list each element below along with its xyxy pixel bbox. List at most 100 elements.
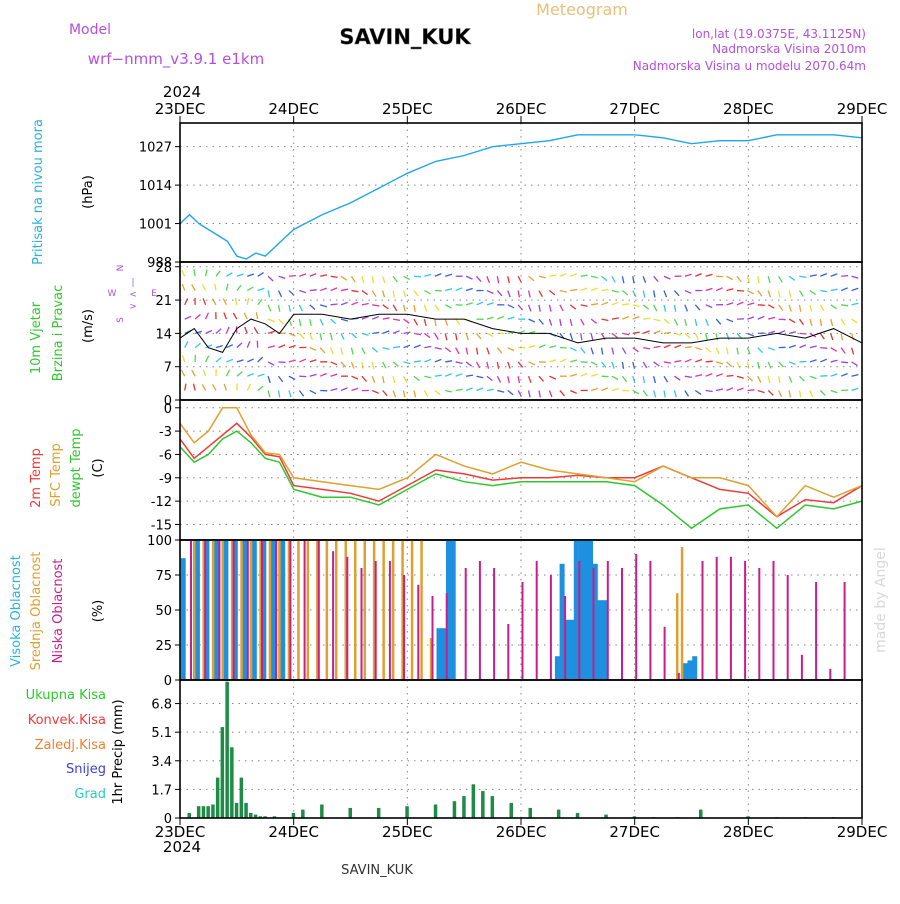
cloud-low-bar xyxy=(493,568,495,680)
temp-2m-ylabel: 2m Temp xyxy=(29,448,44,508)
cloud-high-bar xyxy=(574,540,579,680)
clouds-ytick-label: 75 xyxy=(155,569,172,584)
precip-bar xyxy=(301,810,305,818)
cloud-low-bar xyxy=(621,568,623,680)
precip-bar xyxy=(225,682,229,818)
pressure-ytick-label: 1027 xyxy=(139,141,172,156)
precip-legend-freezing: Zaledj.Kisa xyxy=(35,738,106,753)
cloud-mid-bar xyxy=(326,540,329,680)
footer-station-label: SAVIN_KUK xyxy=(341,863,413,878)
cloud-high-bar xyxy=(583,540,588,680)
precip-legend-convective: Konvek.Kisa xyxy=(28,713,106,728)
cloud-low-bar xyxy=(730,557,732,680)
cloud-low-bar xyxy=(702,561,704,680)
precip-legend-snow: Snijeg xyxy=(66,762,106,777)
cloud-mid-bar xyxy=(297,540,300,680)
precip-bar xyxy=(197,806,201,818)
precipitation-ytick-label: 1.7 xyxy=(151,783,172,798)
cloud-high-bar xyxy=(692,656,697,680)
model-altitude-label: Nadmorska Visina u modelu 2070.64m xyxy=(633,59,866,73)
cloud-high-bar xyxy=(683,663,688,680)
cloud-high-bar xyxy=(252,540,257,680)
cloud-low-bar xyxy=(787,575,789,680)
cloud-low-bar xyxy=(744,561,746,680)
cloud-low-bar xyxy=(829,669,831,680)
clouds-ytick-label: 50 xyxy=(155,604,172,619)
precip-bar xyxy=(405,806,409,818)
cloud-low-bar xyxy=(289,540,291,680)
cloud-mid-bar xyxy=(193,540,196,680)
temp-dewpt-ylabel: dewpt Temp xyxy=(69,428,84,507)
wind-unit-label: (m/s) xyxy=(81,309,96,343)
cloud-low-bar xyxy=(261,540,263,680)
wind-barb xyxy=(820,348,827,349)
cloud-low-bar xyxy=(664,627,666,680)
meteogram-label: Meteogram xyxy=(536,0,628,19)
cloud-high-bar xyxy=(280,540,285,680)
cloud-low-bar xyxy=(465,568,467,680)
pressure-unit-label: (hPa) xyxy=(81,175,96,209)
wind-barb xyxy=(331,304,338,305)
precipitation-ytick-label: 6.8 xyxy=(151,698,172,713)
cloud-mid-bar xyxy=(269,540,272,680)
cloud-mid-bar xyxy=(221,540,224,680)
cloud-low-bar xyxy=(190,540,192,680)
wind-ytick-label: 28 xyxy=(155,261,172,276)
date-label-top: 24DEC xyxy=(268,100,319,118)
cloud-high-bar xyxy=(555,656,560,680)
cloud-high-bar xyxy=(588,540,593,680)
cloud-high-bar xyxy=(223,540,228,680)
cloud-low-bar xyxy=(304,540,306,680)
cloud-high-bar xyxy=(451,540,456,680)
date-label-bottom: 25DEC xyxy=(382,823,433,841)
date-label-bottom: 26DEC xyxy=(496,823,547,841)
precip-bar xyxy=(320,805,324,819)
temperature-ytick-label: -15 xyxy=(151,518,172,533)
cloud-low-bar xyxy=(801,655,803,680)
wind-barb xyxy=(727,376,734,377)
cloud-high-bar xyxy=(181,558,186,680)
cloud-low-ylabel: Niska Oblacnost xyxy=(51,559,66,664)
cloud-low-bar xyxy=(389,561,391,680)
cloud-low-bar xyxy=(332,551,334,680)
precip-bar xyxy=(434,805,438,819)
wind-ytick-label: 14 xyxy=(155,327,172,342)
date-label-top: 29DEC xyxy=(837,100,888,118)
precip-bar xyxy=(211,805,215,819)
cloud-mid-bar xyxy=(681,547,684,680)
date-label-top: 25DEC xyxy=(382,100,433,118)
cloud-mid-bar xyxy=(382,540,385,680)
cloud-high-bar xyxy=(598,600,603,680)
precip-bar xyxy=(240,778,244,818)
compass-bar: | xyxy=(131,278,134,288)
cloud-high-bar xyxy=(569,620,574,680)
wind-barb xyxy=(310,290,317,291)
cloud-high-bar xyxy=(441,628,446,680)
cloud-low-bar xyxy=(361,568,363,680)
cloud-mid-bar xyxy=(212,540,215,680)
cloud-high-bar xyxy=(195,540,200,680)
cloud-mid-bar xyxy=(392,540,395,680)
date-label-bottom: 29DEC xyxy=(837,823,888,841)
cloud-mid-bar xyxy=(307,540,310,680)
temperature-ytick-label: -6 xyxy=(159,448,172,463)
compass-north: N xyxy=(116,265,126,272)
cloud-low-bar xyxy=(218,540,220,680)
date-label-top: 28DEC xyxy=(723,100,774,118)
precipitation-ytick-label: 5.1 xyxy=(151,726,172,741)
precip-bar xyxy=(206,806,210,818)
date-label-top: 26DEC xyxy=(496,100,547,118)
altitude-label: Nadmorska Visina 2010m xyxy=(712,42,866,56)
precip-bar xyxy=(349,808,353,818)
precip-bar xyxy=(510,803,514,818)
page-title: SAVIN_KUK xyxy=(339,25,471,49)
cloud-low-bar xyxy=(522,582,524,680)
precipitation-ytick-label: 3.4 xyxy=(151,755,172,770)
wind-ytick-label: 21 xyxy=(155,294,172,309)
cloud-mid-bar xyxy=(364,540,367,680)
compass-gt: > xyxy=(129,302,137,312)
temp-sfc-ylabel: SFC Temp xyxy=(49,443,64,507)
pressure-ytick-label: 1014 xyxy=(139,179,172,194)
cloud-low-bar xyxy=(649,561,651,680)
cloud-low-bar xyxy=(346,557,348,680)
